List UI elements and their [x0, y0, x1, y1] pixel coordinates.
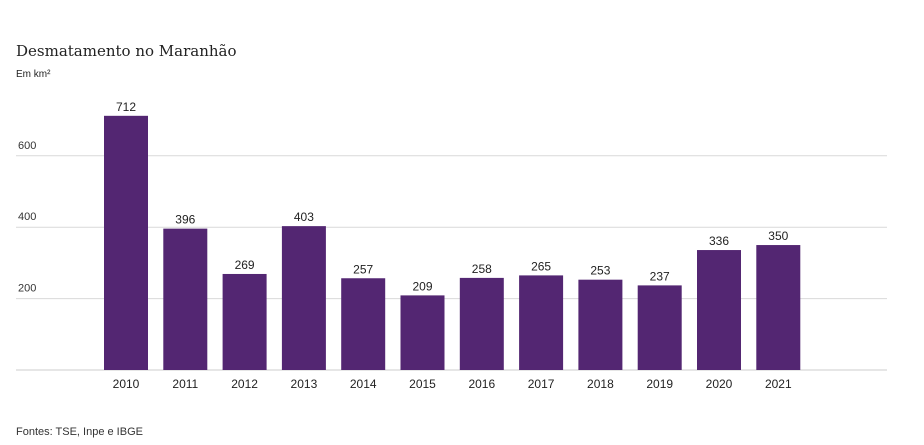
value-label-2010: 712 — [116, 100, 136, 114]
x-tick-label-2010: 2010 — [113, 377, 140, 391]
y-tick-label: 400 — [18, 211, 36, 223]
value-label-2013: 403 — [294, 210, 314, 224]
chart-subtitle: Em km² — [16, 69, 51, 80]
chart-source: Fontes: TSE, Inpe e IBGE — [16, 426, 143, 438]
bar-2010 — [104, 115, 148, 370]
bar-2013 — [281, 226, 326, 370]
bar-2020 — [697, 250, 741, 370]
value-label-2020: 336 — [709, 234, 729, 248]
value-label-2015: 209 — [412, 279, 432, 293]
gridlines — [16, 155, 887, 371]
bar-2021 — [756, 245, 801, 370]
y-axis-ticks: 200 400 600 — [18, 140, 36, 295]
x-tick-label-2011: 2011 — [172, 377, 198, 391]
x-tick-label-2013: 2013 — [291, 377, 318, 391]
value-label-2012: 269 — [235, 258, 255, 272]
value-label-2014: 257 — [353, 262, 373, 276]
x-tick-label-2014: 2014 — [350, 377, 377, 391]
bar-2012 — [222, 273, 267, 370]
x-tick-label-2012: 2012 — [231, 377, 258, 391]
y-tick-label: 200 — [18, 283, 36, 295]
value-labels: 712 396 269 403 257 209 258 265 253 237 336 350 — [116, 100, 789, 294]
y-tick-label: 600 — [18, 140, 36, 152]
value-label-2017: 265 — [531, 259, 551, 273]
x-tick-label-2021: 2021 — [765, 377, 792, 391]
bar-2017 — [519, 275, 564, 370]
x-axis-ticks: 2010 2011 2012 2013 2014 2015 2016 2017 2018 2019… — [113, 377, 792, 391]
value-label-2019: 237 — [650, 269, 670, 283]
chart-title: Desmatamento no Maranhão — [16, 42, 237, 60]
x-tick-label-2015: 2015 — [409, 377, 436, 391]
x-tick-label-2020: 2020 — [706, 377, 733, 391]
bar-2019 — [637, 285, 682, 370]
bars — [104, 115, 801, 370]
x-tick-label-2019: 2019 — [646, 377, 673, 391]
bar-2015 — [400, 295, 445, 370]
value-label-2018: 253 — [590, 264, 610, 278]
bar-2018 — [578, 279, 623, 370]
bar-2011 — [163, 228, 208, 370]
x-tick-label-2016: 2016 — [468, 377, 495, 391]
value-label-2021: 350 — [768, 229, 788, 243]
x-tick-label-2017: 2017 — [528, 377, 555, 391]
value-label-2016: 258 — [472, 262, 492, 276]
x-tick-label-2018: 2018 — [587, 377, 614, 391]
bar-2014 — [341, 278, 386, 370]
value-label-2011: 396 — [175, 213, 195, 227]
bar-2016 — [459, 277, 504, 370]
